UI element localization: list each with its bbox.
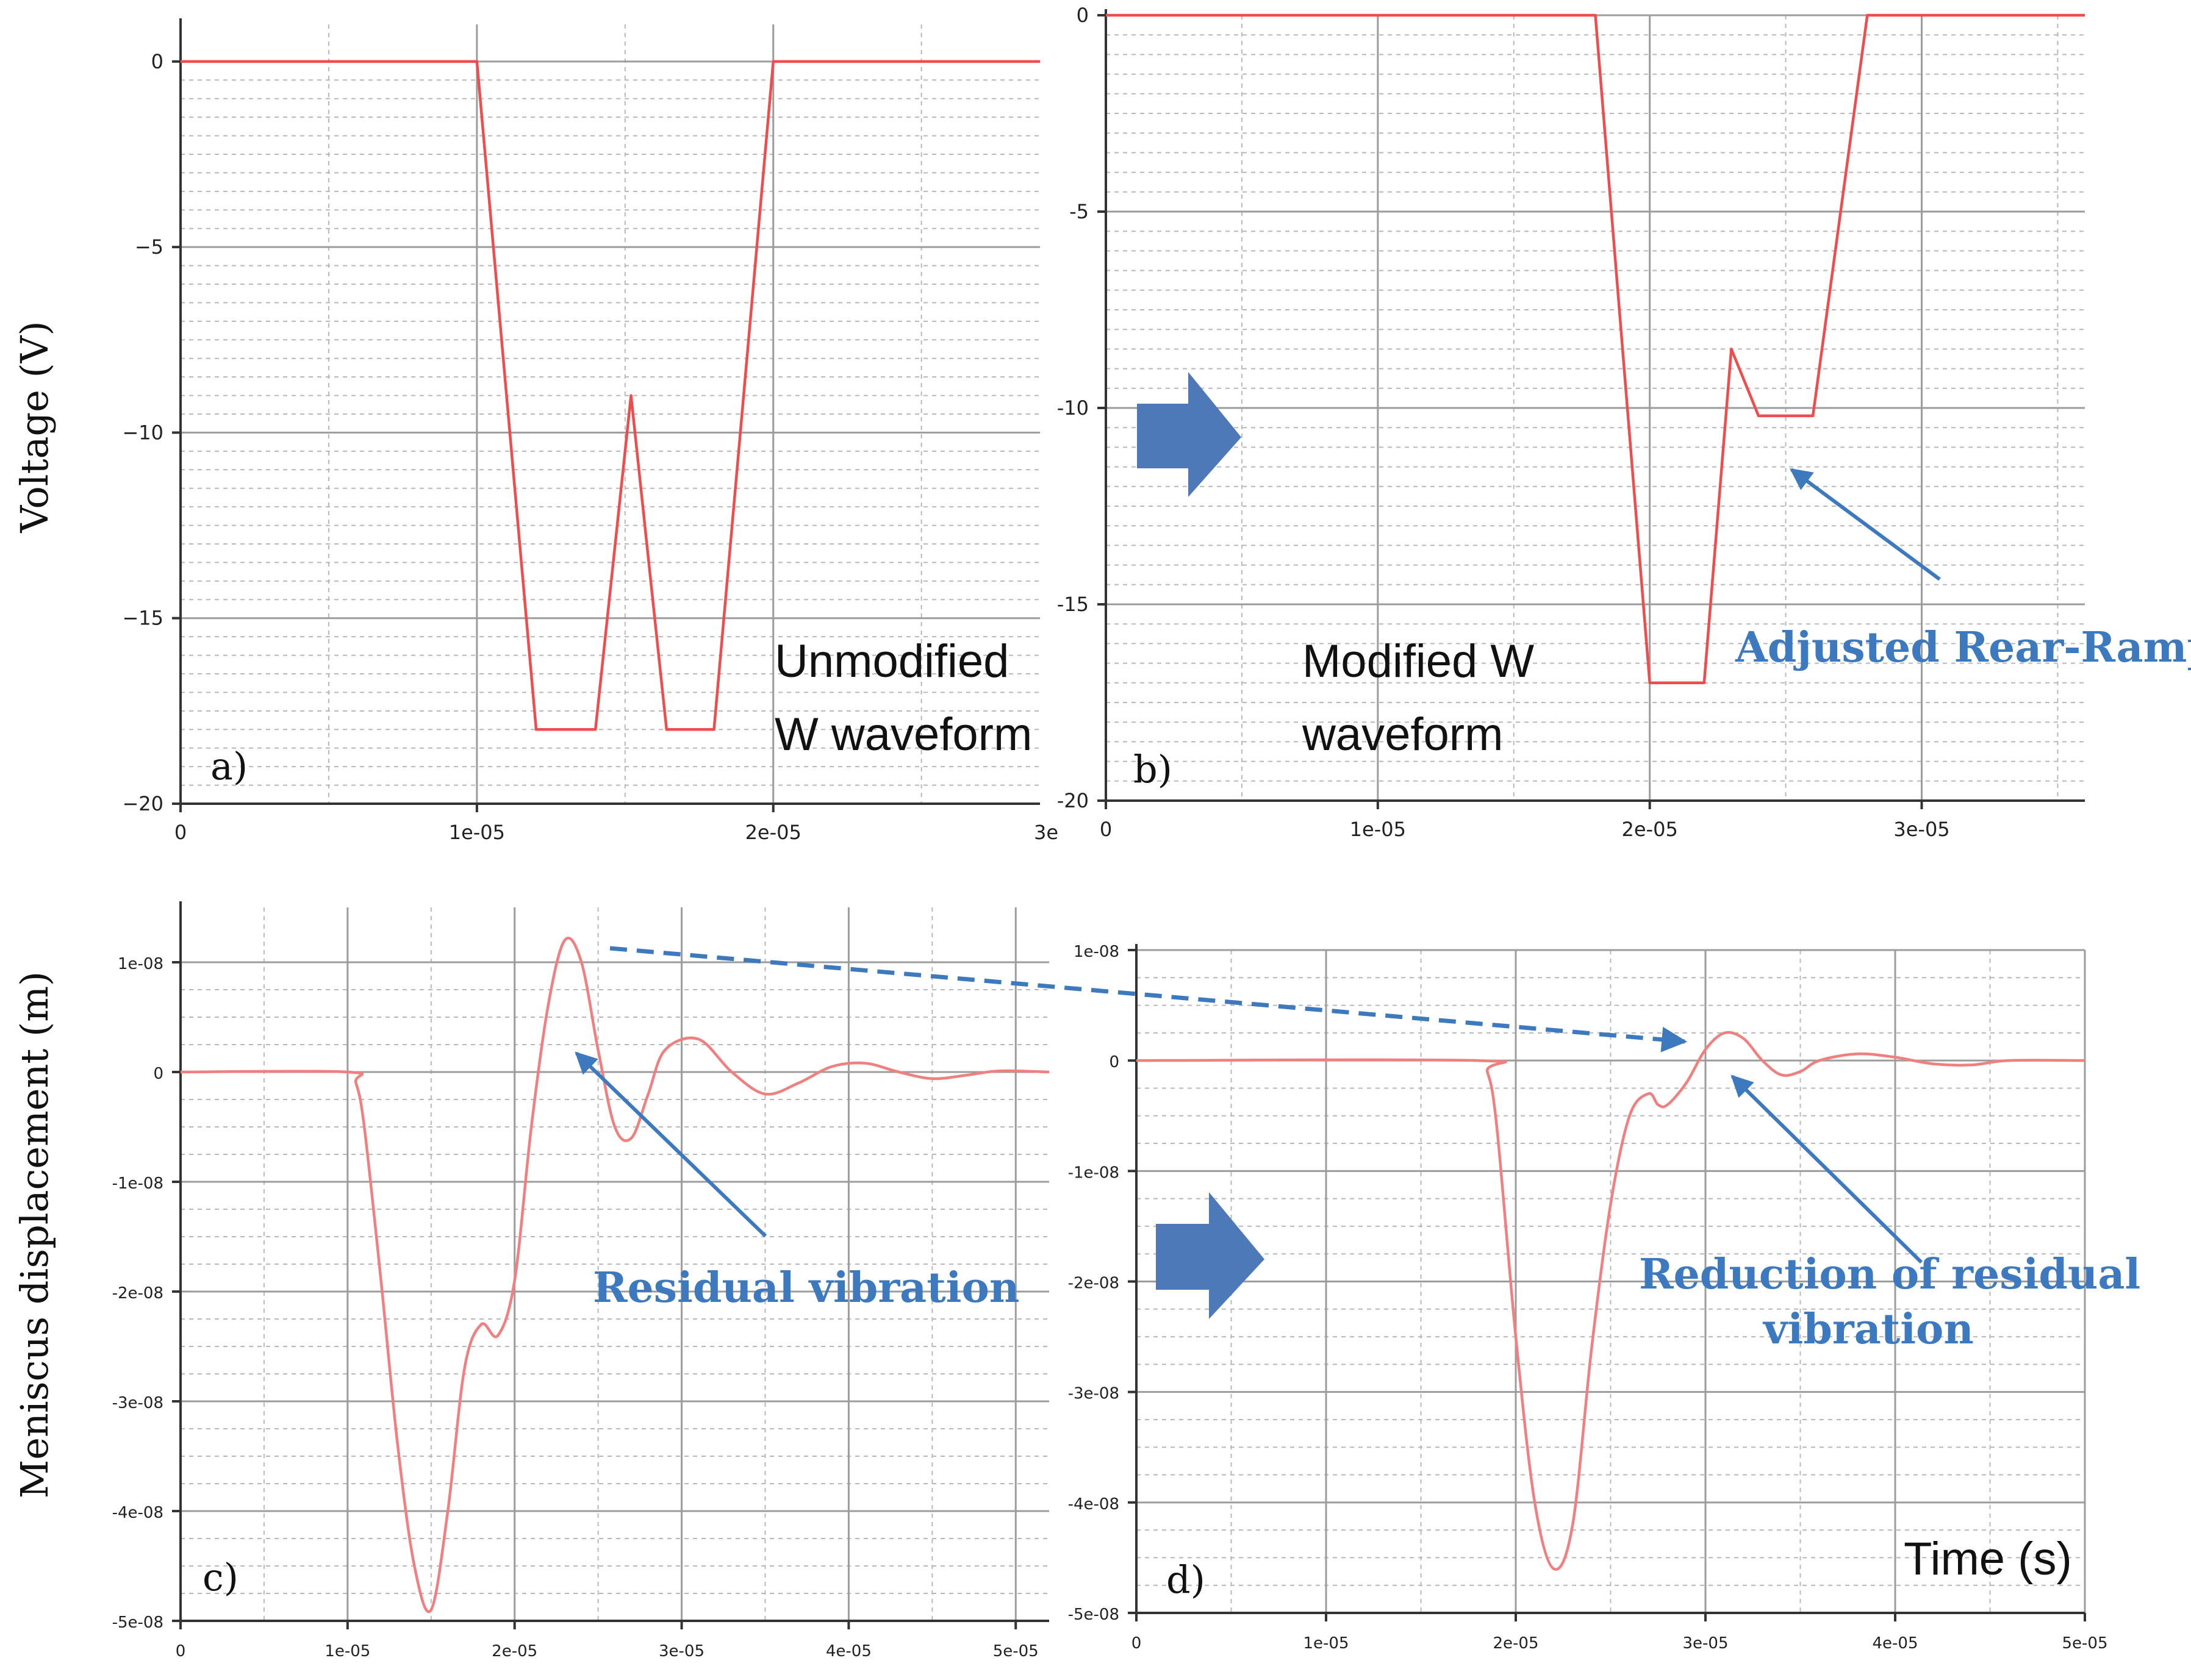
x-tick-label: 1e-05 — [1303, 1634, 1349, 1653]
x-tick-label: 0 — [176, 1642, 186, 1660]
y-tick-label: -5e-08 — [112, 1614, 163, 1632]
residual-vibration-label: Residual vibration — [593, 1264, 1019, 1312]
right-arrow-icon — [1137, 372, 1241, 497]
x-tick-label: 5e-05 — [993, 1642, 1039, 1660]
y-tick-label: -4e-08 — [112, 1504, 163, 1522]
y-tick-label: -2e-08 — [112, 1284, 163, 1303]
series-line — [1136, 1031, 2085, 1571]
comparison-dashed-arrow — [609, 946, 1688, 1053]
y-tick-label: −20 — [122, 792, 163, 815]
reduction-label-line2: vibration — [1762, 1305, 1974, 1354]
x-tick-label: 3e — [1034, 821, 1058, 844]
panel-b-note-line2: waveform — [1302, 709, 1503, 760]
y-tick-label: 1e-08 — [118, 955, 163, 973]
y-tick-label: 0 — [1077, 4, 1089, 27]
y-tick-label: -3e-08 — [1068, 1385, 1119, 1403]
residual-vibration-arrow — [575, 1051, 767, 1238]
y-tick-label: -3e-08 — [112, 1394, 163, 1412]
panel-label: d) — [1166, 1557, 1205, 1602]
x-tick-label: 1e-05 — [449, 821, 505, 844]
y-tick-label: 0 — [1109, 1053, 1119, 1071]
time-axis-label: Time (s) — [1904, 1533, 2072, 1585]
series-line — [180, 937, 1050, 1614]
y-tick-label: -15 — [1057, 593, 1089, 616]
x-tick-label: 3e-05 — [1682, 1634, 1728, 1653]
y-tick-label: -4e-08 — [1068, 1495, 1119, 1514]
panel-a-note-line1: Unmodified — [775, 635, 1009, 687]
panel-a-note-line2: W waveform — [775, 709, 1032, 760]
panel-label: a) — [210, 744, 248, 788]
y-tick-label: -2e-08 — [1068, 1274, 1119, 1293]
panel-c-chart: 1e-08 0 -1e-08 -2e-08 -3e-08 -4e-08 -5e-08 0 1e-… — [112, 901, 1050, 1660]
x-tick-label: 4e-05 — [1872, 1634, 1918, 1653]
x-tick-label: 3e-05 — [659, 1642, 705, 1660]
x-tick-label: 3e-05 — [1893, 818, 1949, 841]
x-tick-label: 5e-05 — [2062, 1634, 2107, 1653]
panel-b-chart: 0 -5 -10 -15 -20 0 1e-05 2e-05 3e-05 b) — [1057, 4, 2085, 841]
y-tick-label: -10 — [1057, 396, 1089, 420]
y-tick-label: 0 — [151, 50, 163, 73]
rear-ramp-arrow — [1790, 468, 1941, 581]
right-arrow-icon — [1156, 1192, 1264, 1319]
x-tick-label: 0 — [174, 821, 187, 844]
y-tick-label: −5 — [135, 235, 163, 259]
y-tick-label: 0 — [153, 1065, 163, 1083]
x-tick-label: 0 — [1131, 1634, 1142, 1653]
y-tick-label: 1e-08 — [1074, 943, 1119, 961]
reduction-arrow — [1730, 1074, 1923, 1264]
voltage-axis-label: Voltage (V) — [12, 321, 57, 533]
panel-d-chart: 1e-08 0 -1e-08 -2e-08 -3e-08 -4e-08 -5e-08 0 1e-… — [1068, 943, 2108, 1653]
x-tick-label: 1e-05 — [1350, 818, 1406, 841]
x-tick-label: 1e-05 — [325, 1642, 370, 1660]
y-tick-label: -5e-08 — [1068, 1606, 1119, 1624]
y-tick-label: −10 — [122, 421, 163, 444]
x-tick-label: 2e-05 — [745, 821, 801, 844]
x-tick-label: 4e-05 — [826, 1642, 872, 1660]
panel-label: c) — [203, 1555, 238, 1600]
series-line — [1106, 13, 2085, 685]
x-tick-label: 2e-05 — [1622, 818, 1678, 841]
x-tick-label: 2e-05 — [1493, 1634, 1538, 1653]
y-tick-label: -1e-08 — [1068, 1163, 1119, 1182]
y-tick-label: -1e-08 — [112, 1174, 163, 1193]
adjusted-rear-ramp-label: Adjusted Rear-Ramp — [1735, 623, 2191, 672]
y-tick-label: −15 — [122, 607, 163, 630]
panel-label: b) — [1133, 747, 1172, 792]
reduction-label-line1: Reduction of residual — [1639, 1250, 2140, 1299]
series-line — [181, 60, 1040, 731]
y-tick-label: -20 — [1057, 789, 1089, 812]
x-tick-label: 0 — [1100, 818, 1112, 841]
displacement-axis-label: Meniscus displacement (m) — [12, 971, 57, 1498]
y-tick-label: -5 — [1069, 200, 1089, 223]
panel-b-note-line1: Modified W — [1302, 635, 1534, 687]
x-tick-label: 2e-05 — [492, 1642, 537, 1660]
panel-a-chart: 0 −5 −10 −15 −20 0 1e-05 2e-05 3e a) — [122, 18, 1058, 844]
